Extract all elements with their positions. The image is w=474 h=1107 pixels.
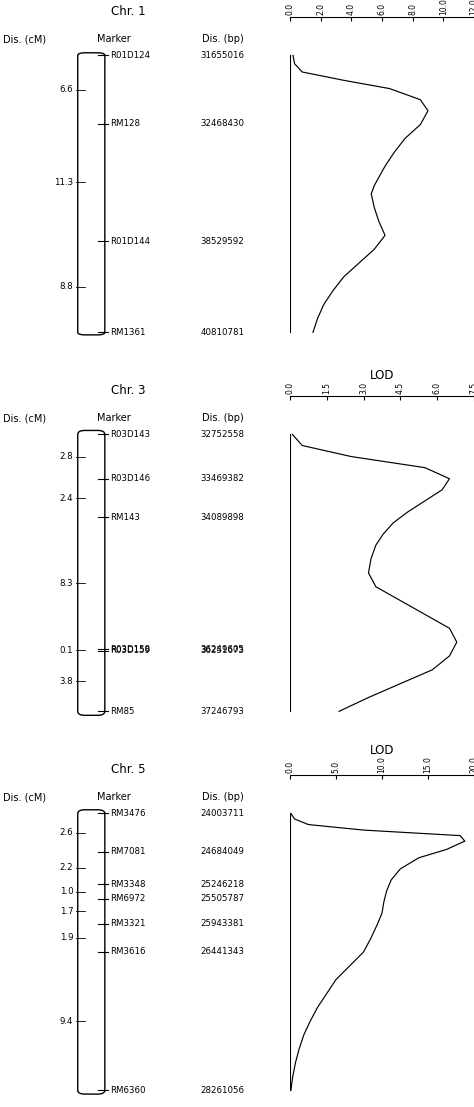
Text: RM6972: RM6972 [110,894,146,903]
Text: Dis. (bp): Dis. (bp) [201,34,243,44]
Text: 32468430: 32468430 [201,120,245,128]
Text: RM128: RM128 [110,120,140,128]
Text: RM143: RM143 [110,513,140,521]
Text: 1.0: 1.0 [60,887,73,896]
Text: 25246218: 25246218 [201,880,245,889]
Text: 1.7: 1.7 [60,907,73,915]
Text: RM85: RM85 [110,707,135,716]
Text: 3.8: 3.8 [60,676,73,685]
Text: RM3321: RM3321 [110,920,146,929]
Text: 8.3: 8.3 [60,579,73,588]
Text: 1.9: 1.9 [60,933,73,942]
Text: 8.8: 8.8 [60,282,73,291]
Text: 11.3: 11.3 [55,178,73,187]
Text: Chr. 5: Chr. 5 [111,763,146,776]
Text: 2.8: 2.8 [60,452,73,462]
Text: 36251673: 36251673 [201,646,245,655]
Text: 34089898: 34089898 [201,513,245,521]
Text: Dis. (cM): Dis. (cM) [3,34,46,44]
Text: 9.4: 9.4 [60,1016,73,1026]
Text: Dis. (bp): Dis. (bp) [201,793,243,803]
Text: Dis. (cM): Dis. (cM) [3,413,46,423]
FancyBboxPatch shape [78,810,105,1094]
Text: 24684049: 24684049 [201,847,245,857]
Text: RM3476: RM3476 [110,809,146,818]
X-axis label: LOD: LOD [370,370,394,382]
Text: 28261056: 28261056 [201,1086,245,1095]
Text: 26441343: 26441343 [201,948,245,956]
FancyBboxPatch shape [78,53,105,335]
Text: 6.6: 6.6 [60,85,73,94]
Text: RM7081: RM7081 [110,847,146,857]
Text: 24003711: 24003711 [201,809,245,818]
Text: RM1361: RM1361 [110,328,146,337]
Text: Marker: Marker [97,34,131,44]
Text: 2.4: 2.4 [60,494,73,503]
Text: Dis. (bp): Dis. (bp) [201,413,243,423]
Text: 0.1: 0.1 [60,645,73,654]
Text: 25505787: 25505787 [201,894,245,903]
Text: 37246793: 37246793 [201,707,245,716]
Text: R03D159: R03D159 [110,646,151,655]
Text: 2.2: 2.2 [60,863,73,872]
Text: Marker: Marker [97,413,131,423]
X-axis label: LOD: LOD [370,744,394,757]
Text: RM3616: RM3616 [110,948,146,956]
Text: RM3348: RM3348 [110,880,146,889]
Text: 32752558: 32752558 [201,430,245,438]
Text: 25943381: 25943381 [201,920,245,929]
Text: R01D124: R01D124 [110,51,151,60]
Text: RM6360: RM6360 [110,1086,146,1095]
Text: R01D144: R01D144 [110,237,151,246]
Text: R03D146: R03D146 [110,475,151,484]
Text: 36249605: 36249605 [201,644,245,654]
Text: Dis. (cM): Dis. (cM) [3,793,46,803]
Text: 31655016: 31655016 [201,51,245,60]
Text: Chr. 3: Chr. 3 [111,384,146,397]
FancyBboxPatch shape [78,431,105,715]
Text: Chr. 1: Chr. 1 [111,6,146,18]
Text: Marker: Marker [97,793,131,803]
Text: 40810781: 40810781 [201,328,245,337]
Text: R03D143: R03D143 [110,430,151,438]
Text: 38529592: 38529592 [201,237,245,246]
Text: 33469382: 33469382 [201,475,245,484]
Text: R03D158: R03D158 [110,644,151,654]
Text: 2.6: 2.6 [60,828,73,837]
